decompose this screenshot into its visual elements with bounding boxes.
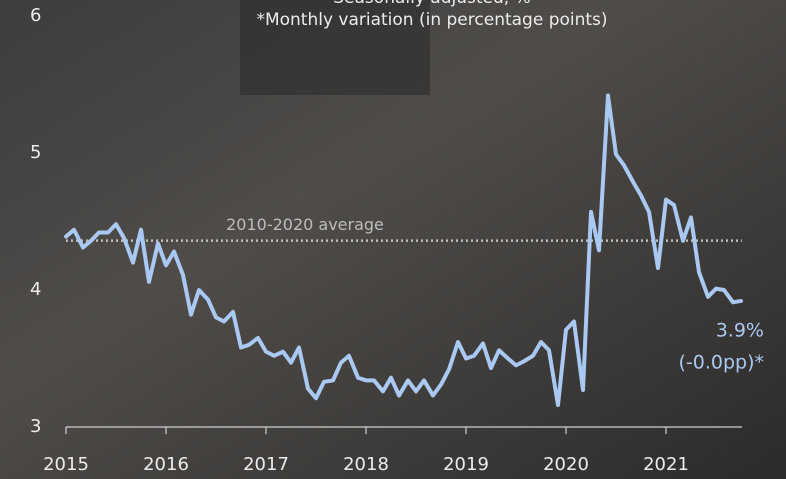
chart-title: Seasonally adjusted, % bbox=[333, 0, 530, 8]
reference-label: 2010-2020 average bbox=[226, 215, 384, 234]
chart-subtitle: *Monthly variation (in percentage points… bbox=[256, 10, 607, 30]
y-tick-label: 6 bbox=[30, 5, 41, 26]
x-tick-label: 2018 bbox=[343, 454, 389, 475]
x-tick-label: 2017 bbox=[243, 454, 289, 475]
x-tick-label: 2021 bbox=[643, 454, 689, 475]
x-tick-label: 2015 bbox=[43, 454, 89, 475]
x-tick-label: 2020 bbox=[543, 454, 589, 475]
x-tick-label: 2019 bbox=[443, 454, 489, 475]
page: {"chart_data": {"type": "line", "title":… bbox=[0, 0, 786, 479]
y-tick-label: 5 bbox=[30, 142, 41, 163]
annotation: (-0.0pp)* bbox=[678, 352, 764, 374]
y-tick-label: 4 bbox=[30, 279, 41, 300]
chart: Seasonally adjusted, % *Monthly variatio… bbox=[0, 0, 786, 479]
y-tick-label: 3 bbox=[30, 416, 41, 437]
x-tick-label: 2016 bbox=[143, 454, 189, 475]
annotation: 3.9% bbox=[716, 320, 764, 342]
